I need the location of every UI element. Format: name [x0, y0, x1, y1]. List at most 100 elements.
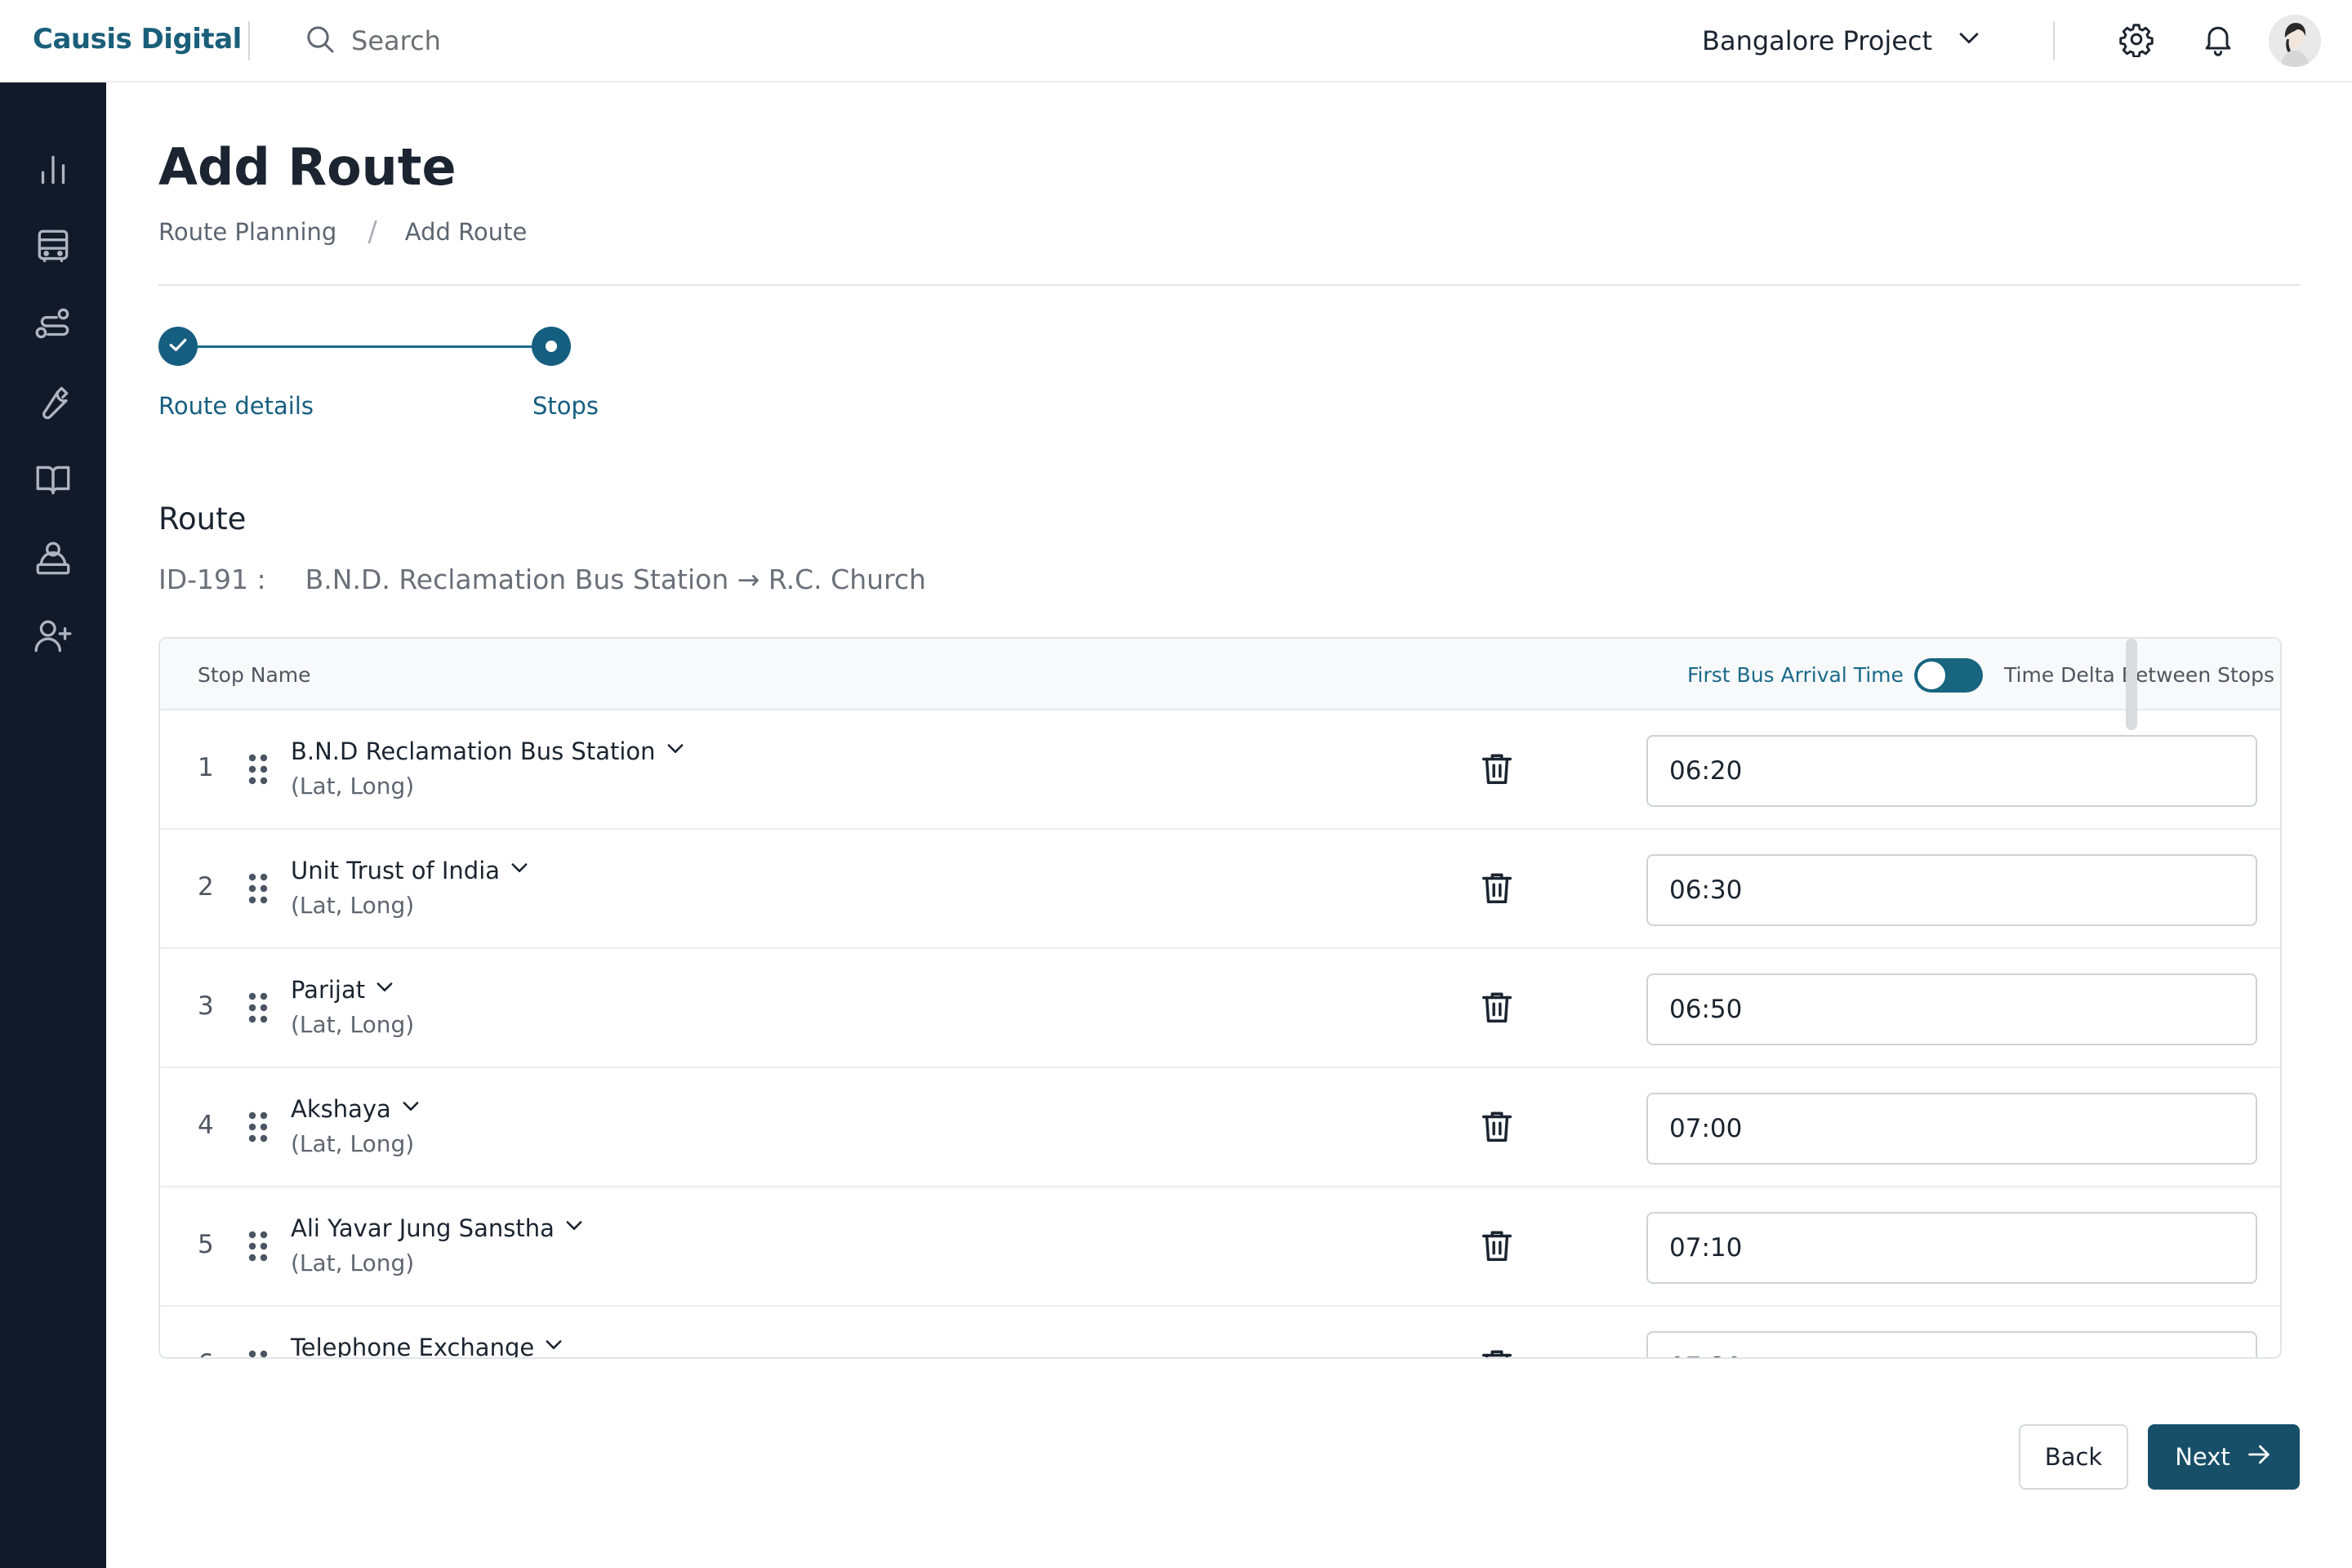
table-row: 4 Akshaya (Lat, Long) — [160, 1068, 2280, 1187]
stop-name: Telephone Exchange — [291, 1333, 535, 1359]
column-first-bus-arrival: First Bus Arrival Time — [1687, 663, 1904, 687]
add-user-icon — [33, 615, 74, 659]
book-icon — [33, 459, 74, 503]
arrival-time-input[interactable] — [1646, 854, 2257, 926]
brand-logo[interactable]: Causis Digital — [33, 23, 242, 56]
breadcrumb-current: Add Route — [404, 218, 528, 246]
divider — [2053, 21, 2055, 60]
trash-icon[interactable] — [1478, 1227, 1517, 1266]
trash-icon[interactable] — [1478, 1346, 1517, 1357]
breadcrumb-route-planning[interactable]: Route Planning — [158, 218, 337, 246]
table-header: Stop Name First Bus Arrival Time Time De… — [160, 639, 2280, 710]
stop-number: 5 — [198, 1230, 214, 1259]
arrival-time-input[interactable] — [1646, 973, 2257, 1045]
back-button-label: Back — [2044, 1443, 2103, 1471]
step-route-details[interactable] — [158, 327, 198, 366]
breadcrumb-separator: / — [368, 216, 377, 248]
stop-name-select[interactable]: Unit Trust of India — [291, 856, 531, 884]
next-button-label: Next — [2175, 1443, 2230, 1471]
chevron-down-icon — [555, 1214, 586, 1242]
nav-staff[interactable] — [30, 537, 76, 582]
stop-number: 6 — [198, 1349, 214, 1357]
chevron-down-icon — [534, 1333, 565, 1357]
drag-handle-icon[interactable] — [247, 991, 270, 1024]
table-scrollbar[interactable] — [2123, 637, 2140, 1359]
drag-handle-icon[interactable] — [247, 1111, 270, 1143]
stop-coordinates: (Lat, Long) — [291, 1250, 415, 1276]
header-divider — [158, 284, 2300, 286]
stop-coordinates: (Lat, Long) — [291, 1011, 415, 1038]
side-nav — [0, 82, 106, 1568]
table-row: 3 Parijat (Lat, Long) — [160, 949, 2280, 1068]
column-stop-name: Stop Name — [198, 663, 311, 687]
arrival-time-input[interactable] — [1646, 1093, 2257, 1165]
chevron-down-icon — [500, 856, 531, 884]
nav-analytics[interactable] — [30, 148, 76, 194]
user-desk-icon — [33, 537, 74, 581]
drag-handle-icon[interactable] — [247, 872, 270, 905]
nav-buses[interactable] — [30, 225, 76, 271]
stop-name: Parijat — [291, 975, 366, 1004]
back-button[interactable]: Back — [2019, 1424, 2128, 1490]
time-mode-toggle[interactable] — [1914, 658, 1983, 693]
chevron-down-icon — [656, 737, 687, 765]
stop-name: Ali Yavar Jung Sanstha — [291, 1214, 555, 1242]
arrow-right-icon — [2230, 1441, 2273, 1474]
table-row: 6Telephone Exchange(Lat, Long) — [160, 1307, 2280, 1359]
stop-name-select[interactable]: Akshaya — [291, 1094, 422, 1123]
stop-name: Akshaya — [291, 1094, 391, 1123]
notifications-button[interactable] — [2198, 21, 2238, 60]
step-label-route-details: Route details — [158, 392, 314, 420]
drag-handle-icon[interactable] — [247, 1230, 270, 1263]
settings-button[interactable] — [2117, 21, 2156, 60]
arrival-time-input[interactable] — [1646, 1212, 2257, 1284]
route-summary: ID-191 : B.N.D. Reclamation Bus Station … — [158, 564, 926, 595]
drag-handle-icon[interactable] — [247, 753, 270, 786]
breadcrumb: Route Planning / Add Route — [158, 216, 527, 248]
stops-list: 1 B.N.D Reclamation Bus Station (Lat, Long… — [160, 710, 2280, 1359]
scrollbar-thumb[interactable] — [2126, 639, 2137, 730]
route-icon — [33, 304, 74, 348]
search-input[interactable] — [350, 24, 676, 57]
toggle-knob — [1918, 662, 1945, 689]
arrival-time-input[interactable] — [1646, 735, 2257, 807]
nav-maintenance[interactable] — [30, 381, 76, 426]
project-selector[interactable]: Bangalore Project — [1702, 20, 1983, 62]
table-row: 1 B.N.D Reclamation Bus Station (Lat, Long… — [160, 710, 2280, 830]
column-time-delta: Time Delta Between Stops — [2004, 663, 2274, 687]
trash-icon[interactable] — [1478, 988, 1517, 1027]
route-id: ID-191 : — [158, 564, 266, 595]
stop-name-select[interactable]: B.N.D Reclamation Bus Station — [291, 737, 687, 765]
stop-name-select[interactable]: Ali Yavar Jung Sanstha — [291, 1214, 586, 1242]
stop-number: 1 — [198, 753, 214, 782]
bar-chart-icon — [33, 149, 74, 193]
nav-add-user[interactable] — [30, 614, 76, 660]
stop-number: 4 — [198, 1111, 214, 1140]
project-name: Bangalore Project — [1702, 25, 1933, 56]
stop-name-select[interactable]: Telephone Exchange — [291, 1333, 565, 1359]
table-row: 2 Unit Trust of India (Lat, Long) — [160, 830, 2280, 949]
stop-name: B.N.D Reclamation Bus Station — [291, 737, 656, 765]
chevron-down-icon — [365, 975, 396, 1004]
stepper-connector — [198, 345, 534, 348]
arrival-time-input[interactable] — [1646, 1331, 2257, 1357]
step-stops[interactable] — [532, 327, 571, 366]
table-row: 5 Ali Yavar Jung Sanstha (Lat, Long) — [160, 1187, 2280, 1307]
nav-routes[interactable] — [30, 303, 76, 349]
next-button[interactable]: Next — [2148, 1424, 2300, 1490]
search-box[interactable] — [304, 20, 676, 62]
stop-name: Unit Trust of India — [291, 856, 501, 884]
nav-docs[interactable] — [30, 458, 76, 504]
avatar[interactable] — [2269, 15, 2321, 67]
stop-name-select[interactable]: Parijat — [291, 975, 396, 1004]
current-step-dot — [546, 341, 557, 352]
bell-icon — [2200, 21, 2236, 60]
trash-icon[interactable] — [1478, 869, 1517, 908]
page-title: Add Route — [158, 137, 457, 197]
top-bar: Causis Digital Bangalore Project — [0, 0, 2352, 82]
trash-icon[interactable] — [1478, 750, 1517, 789]
trash-icon[interactable] — [1478, 1107, 1517, 1147]
stop-number: 3 — [198, 991, 214, 1021]
drag-handle-icon[interactable] — [247, 1349, 270, 1357]
gear-icon — [2118, 21, 2154, 60]
